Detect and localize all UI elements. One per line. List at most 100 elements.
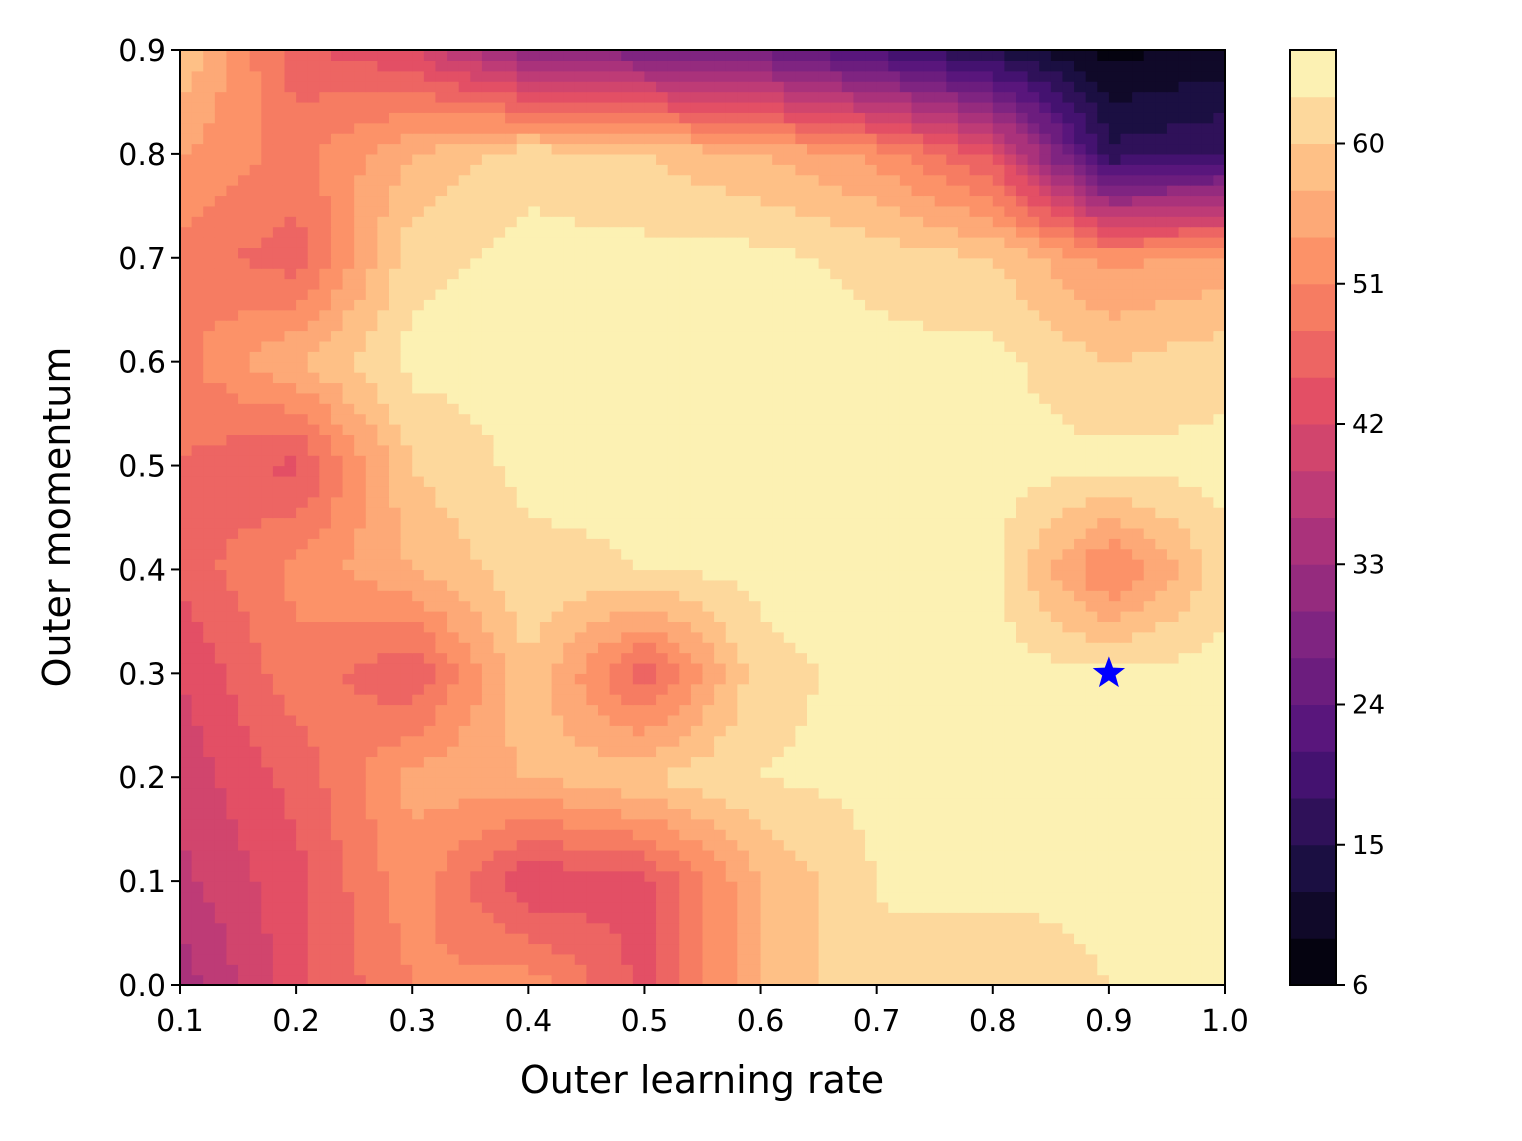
contour-cell: [830, 746, 843, 758]
contour-cell: [760, 933, 773, 945]
contour-cell: [481, 475, 495, 487]
contour-cell: [249, 590, 262, 602]
contour-cell: [400, 652, 413, 664]
contour-cell: [772, 777, 785, 789]
contour-cell: [621, 559, 634, 571]
contour-cell: [307, 746, 320, 758]
contour-cell: [923, 517, 936, 529]
contour-cell: [737, 694, 750, 706]
contour-cell: [946, 714, 959, 726]
contour-cell: [1039, 829, 1052, 841]
contour-cell: [574, 766, 587, 778]
contour-cell: [586, 891, 599, 903]
contour-cell: [923, 714, 936, 726]
contour-cell: [632, 652, 646, 664]
contour-cell: [1108, 974, 1122, 985]
contour-cell: [1004, 839, 1017, 851]
contour-cell: [284, 475, 297, 487]
contour-cell: [957, 860, 971, 872]
contour-cell: [1050, 881, 1064, 893]
contour-cell: [470, 694, 483, 706]
contour-cell: [180, 455, 193, 467]
contour-cell: [725, 579, 738, 591]
contour-cell: [214, 434, 228, 446]
contour-cell: [1178, 662, 1191, 674]
contour-cell: [447, 611, 460, 622]
contour-cell: [342, 891, 355, 903]
contour-cell: [946, 746, 959, 758]
contour-cell: [1201, 766, 1214, 778]
contour-cell: [238, 943, 251, 955]
contour-cell: [1166, 486, 1180, 498]
contour-cell: [1004, 600, 1017, 612]
contour-cell: [1050, 569, 1064, 581]
contour-cell: [539, 766, 553, 778]
contour-cell: [702, 486, 715, 498]
contour-cell: [319, 538, 332, 550]
contour-cell: [1201, 465, 1214, 477]
contour-cell: [1016, 839, 1029, 851]
contour-cell: [656, 652, 669, 664]
contour-cell: [528, 714, 541, 726]
contour-cell: [1074, 891, 1087, 903]
contour-cell: [772, 953, 785, 965]
contour-cell: [284, 818, 297, 830]
contour-cell: [505, 611, 518, 622]
contour-cell: [272, 652, 286, 664]
contour-cell: [934, 538, 947, 550]
contour-cell: [679, 953, 692, 965]
contour-cell: [284, 766, 297, 778]
contour-cell: [888, 642, 901, 654]
contour-cell: [1062, 694, 1075, 706]
contour-cell: [284, 849, 297, 861]
contour-cell: [203, 881, 216, 893]
contour-cell: [516, 507, 529, 519]
contour-cell: [644, 621, 657, 633]
contour-cell: [516, 642, 529, 654]
contour-cell: [447, 818, 460, 830]
contour-cell: [423, 766, 437, 778]
contour-cell: [1155, 642, 1168, 654]
contour-cell: [865, 569, 878, 581]
contour-cell: [226, 455, 239, 467]
contour-cell: [180, 424, 193, 435]
contour-cell: [690, 475, 704, 487]
contour-cell: [667, 933, 680, 945]
contour-cell: [307, 901, 320, 913]
contour-cell: [319, 444, 332, 456]
contour-cell: [203, 517, 216, 529]
contour-cell: [1039, 881, 1052, 893]
contour-cell: [644, 517, 657, 529]
contour-cell: [899, 808, 913, 820]
contour-cell: [1097, 901, 1110, 913]
contour-cell: [679, 642, 692, 654]
contour-cell: [1062, 465, 1075, 477]
contour-cell: [272, 662, 286, 674]
contour-cell: [261, 403, 274, 415]
contour-cell: [377, 953, 390, 965]
contour-cell: [516, 839, 529, 851]
contour-cell: [911, 465, 924, 477]
contour-cell: [365, 683, 378, 695]
contour-cell: [957, 434, 971, 446]
contour-cell: [1155, 621, 1168, 633]
contour-cell: [493, 590, 506, 602]
contour-cell: [238, 912, 251, 924]
contour-cell: [342, 756, 355, 768]
contour-cell: [609, 891, 622, 903]
contour-cell: [807, 860, 820, 872]
contour-cell: [1039, 808, 1052, 820]
contour-cell: [830, 943, 843, 955]
contour-cell: [226, 444, 239, 456]
contour-cell: [261, 860, 274, 872]
contour-cell: [389, 922, 402, 934]
contour-cell: [400, 756, 413, 768]
contour-cell: [539, 642, 553, 654]
contour-cell: [795, 455, 808, 467]
contour-cell: [644, 496, 657, 508]
contour-cell: [342, 704, 355, 716]
contour-cell: [760, 694, 773, 706]
contour-cell: [412, 735, 425, 747]
contour-cell: [911, 683, 924, 695]
contour-cell: [841, 912, 855, 924]
